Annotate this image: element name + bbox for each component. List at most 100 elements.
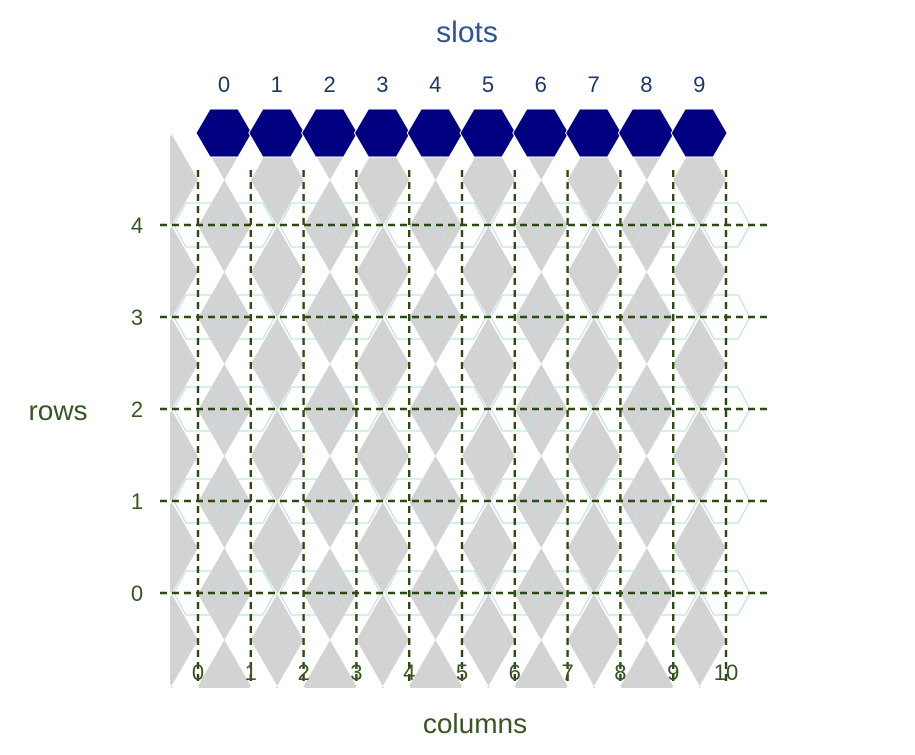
column-label: 0	[192, 660, 204, 685]
hex-outline	[648, 570, 698, 616]
hex-outline	[542, 386, 593, 432]
diamond-tile	[170, 594, 198, 686]
diamond-tile	[673, 502, 726, 594]
diamond-tile	[356, 594, 410, 686]
diamond-tile	[170, 686, 198, 688]
row-label: 4	[131, 213, 143, 238]
column-label: 9	[667, 660, 679, 685]
column-label: 10	[714, 660, 738, 685]
row-label: 1	[131, 489, 143, 514]
grid-lines	[160, 170, 770, 685]
diagram-title: slots	[436, 16, 498, 49]
slot-label: 5	[482, 72, 494, 97]
hex-outline	[648, 202, 698, 248]
slot-hexagons	[195, 108, 728, 158]
column-labels: 0 1 2 3 4 5 6 7 8 9 10	[192, 660, 738, 685]
diamond-tile	[356, 502, 410, 594]
hex-outline	[542, 294, 593, 340]
diamond-tile	[250, 318, 304, 410]
hex-outline	[384, 386, 434, 432]
hex-outline	[278, 478, 329, 524]
column-label: 3	[350, 660, 362, 685]
diamond-tile	[250, 686, 304, 688]
slot-hexagon	[301, 108, 359, 158]
diamond-tile	[356, 686, 410, 688]
diamond-tile	[673, 594, 726, 686]
slot-label: 8	[640, 72, 652, 97]
slot-hexagon	[565, 108, 623, 158]
diamond-tile	[170, 502, 198, 594]
diamond-tile	[620, 640, 674, 688]
hex-outline	[542, 570, 593, 616]
diamond-tile	[462, 318, 515, 410]
y-axis-label: rows	[28, 395, 87, 426]
diamond-tile	[250, 502, 304, 594]
diamond-tile	[409, 364, 462, 456]
diamond-tile	[170, 318, 198, 410]
column-label: 7	[561, 660, 573, 685]
diamond-tile	[303, 640, 357, 688]
diamond-tile	[462, 410, 515, 502]
diamond-tile	[514, 640, 568, 688]
diamond-tile	[356, 226, 410, 318]
slot-label: 9	[693, 72, 705, 97]
diamond-tile	[170, 134, 198, 226]
hex-outline	[384, 478, 434, 524]
column-label: 4	[403, 660, 415, 685]
row-label: 3	[131, 305, 143, 330]
diamond-tile	[567, 318, 621, 410]
hex-outline	[384, 570, 434, 616]
slot-hexagon	[195, 108, 253, 158]
diamond-tile	[198, 640, 251, 688]
diamond-tile	[514, 272, 568, 364]
slot-hexagon	[512, 108, 570, 158]
hex-outline	[278, 294, 329, 340]
x-axis-label: columns	[423, 708, 527, 739]
diamond-tile	[170, 226, 198, 318]
diamond-tile	[567, 686, 621, 688]
diamond-tile	[514, 548, 568, 640]
diamond-tile	[514, 180, 568, 272]
hex-outline	[648, 386, 698, 432]
diamond-tile	[567, 226, 621, 318]
slot-hexagon	[406, 108, 464, 158]
hex-outline	[278, 202, 329, 248]
diamond-tile	[356, 410, 410, 502]
row-label: 2	[131, 397, 143, 422]
diamond-tile	[409, 272, 462, 364]
column-label: 6	[509, 660, 521, 685]
hex-outline	[542, 478, 593, 524]
slot-hexagon	[248, 108, 306, 158]
slot-hexagon	[670, 108, 728, 158]
slot-label: 4	[429, 72, 441, 97]
diamond-tile	[567, 410, 621, 502]
diamond-tile	[673, 410, 726, 502]
diamond-tile	[250, 226, 304, 318]
hex-outline	[278, 386, 329, 432]
diamond-tile	[673, 686, 726, 688]
diamond-tile	[250, 410, 304, 502]
diamond-tile	[356, 318, 410, 410]
hex-outline	[648, 294, 698, 340]
diamond-tile	[567, 594, 621, 686]
diamond-tile	[673, 318, 726, 410]
diamond-tile	[409, 640, 462, 688]
diamond-tile	[250, 594, 304, 686]
slot-hexagon	[353, 108, 411, 158]
diamond-pattern	[170, 132, 726, 688]
diamond-tile	[462, 594, 515, 686]
diamond-tile	[170, 410, 198, 502]
slot-labels: 0 1 2 3 4 5 6 7 8 9	[218, 72, 705, 97]
diamond-tile	[514, 364, 568, 456]
slot-label: 6	[535, 72, 547, 97]
diamond-tile	[409, 456, 462, 548]
slot-label: 0	[218, 72, 230, 97]
slot-hexagon	[459, 108, 517, 158]
slot-hexagon	[617, 108, 675, 158]
diamond-tile	[409, 548, 462, 640]
hex-outline	[648, 478, 698, 524]
slot-label: 1	[271, 72, 283, 97]
hex-outline	[278, 570, 329, 616]
diamond-tile	[567, 502, 621, 594]
